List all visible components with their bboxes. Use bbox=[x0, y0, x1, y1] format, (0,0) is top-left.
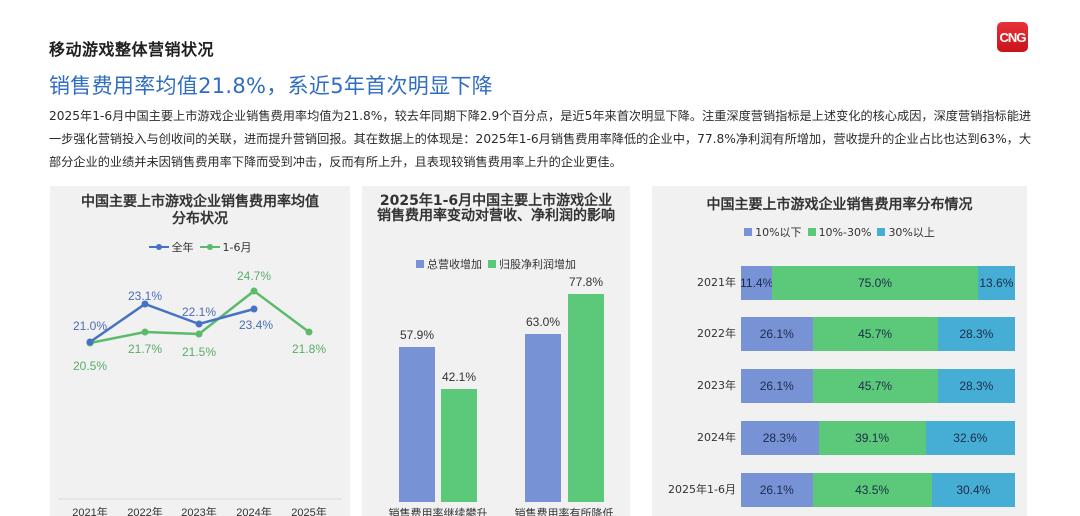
stacked-bar-chart-panel: 中国主要上市游戏企业销售费用率分布情况 10%以下 10%-30% 30%以上 … bbox=[652, 186, 1027, 516]
legend-label: 30%以上 bbox=[888, 226, 935, 239]
bar-rise-profit bbox=[441, 389, 477, 502]
segment-low: 26.1% bbox=[741, 369, 813, 403]
segment-low: 28.3% bbox=[741, 421, 819, 455]
legend-item-revenue: 总营收增加 bbox=[416, 256, 482, 272]
bar-drop-revenue bbox=[525, 334, 561, 502]
legend-label: 全年 bbox=[171, 241, 194, 254]
bar-label-drop-profit: 77.8% bbox=[569, 275, 603, 289]
segment-high: 28.3% bbox=[937, 317, 1015, 351]
group-label-rise: 销售费用率继续攀升 bbox=[389, 506, 488, 516]
x-label-2022: 2022年 bbox=[127, 505, 162, 516]
stacked-row-2021: 2021年 11.4% 75.0% 13.6% bbox=[652, 266, 1027, 300]
cyan-square-icon bbox=[877, 228, 886, 236]
row-label: 2025年1-6月 bbox=[668, 483, 736, 496]
bar-label-drop-revenue: 63.0% bbox=[526, 315, 560, 329]
segment-high: 28.3% bbox=[937, 369, 1015, 403]
legend-item-h1: 1-6月 bbox=[199, 239, 252, 255]
label-h1-2022: 21.7% bbox=[128, 342, 162, 356]
segment-high: 13.6% bbox=[977, 266, 1015, 300]
blue-square-icon bbox=[416, 260, 424, 268]
label-fy-2021: 21.0% bbox=[73, 319, 107, 333]
legend-item-full-year: 全年 bbox=[148, 239, 194, 255]
segment-mid: 45.7% bbox=[812, 317, 938, 351]
x-label-2023: 2023年 bbox=[181, 505, 216, 516]
segment-low: 11.4% bbox=[740, 266, 773, 300]
green-square-icon bbox=[807, 228, 816, 236]
label-fy-2024: 23.4% bbox=[239, 318, 273, 332]
segment-mid: 39.1% bbox=[818, 421, 926, 455]
green-square-icon bbox=[488, 260, 496, 268]
row-label: 2022年 bbox=[697, 327, 736, 340]
bar-drop-profit bbox=[568, 294, 604, 502]
segment-high: 32.6% bbox=[925, 421, 1015, 455]
bar-label-rise-revenue: 57.9% bbox=[400, 328, 434, 342]
segment-low: 26.1% bbox=[741, 317, 813, 351]
logo-text: CNG bbox=[999, 29, 1027, 45]
segment-mid: 43.5% bbox=[812, 473, 932, 507]
row-label: 2021年 bbox=[697, 276, 736, 289]
row-label: 2023年 bbox=[697, 379, 736, 392]
headline: 销售费用率均值21.8%，系近5年首次明显下降 bbox=[49, 74, 493, 98]
green-line-marker-icon bbox=[199, 244, 220, 250]
stacked-row-2024: 2024年 28.3% 39.1% 32.6% bbox=[652, 421, 1027, 455]
body-paragraph: 2025年1-6月中国主要上市游戏企业销售费用率均值为21.8%，较去年同期下降… bbox=[49, 109, 1032, 169]
stacked-row-2023: 2023年 26.1% 45.7% 28.3% bbox=[652, 369, 1027, 403]
label-h1-2024: 24.7% bbox=[237, 269, 271, 283]
label-h1-2023: 21.5% bbox=[182, 345, 216, 359]
blue-square-icon bbox=[744, 228, 753, 236]
x-label-2025: 2025年 bbox=[291, 505, 326, 516]
legend-label: 1-6月 bbox=[222, 241, 252, 254]
legend-item-profit: 归股净利润增加 bbox=[488, 256, 576, 272]
legend-label: 总营收增加 bbox=[427, 258, 482, 271]
grouped-bar-chart-panel: 2025年1-6月中国主要上市游戏企业销售费用率变动对营收、净利润的影响 总营收… bbox=[362, 186, 630, 516]
segment-mid: 45.7% bbox=[812, 369, 938, 403]
label-fy-2022: 23.1% bbox=[128, 289, 162, 303]
row-label: 2024年 bbox=[697, 431, 736, 444]
x-label-2024: 2024年 bbox=[236, 505, 271, 516]
stacked-row-2022: 2022年 26.1% 45.7% 28.3% bbox=[652, 317, 1027, 351]
x-label-2021: 2021年 bbox=[72, 505, 107, 516]
stacked-chart-legend: 10%以下 10%-30% 30%以上 bbox=[652, 224, 1027, 240]
segment-high: 30.4% bbox=[931, 473, 1015, 507]
legend-item-mid: 10%-30% bbox=[807, 225, 872, 239]
label-fy-2023: 22.1% bbox=[182, 305, 216, 319]
legend-item-low: 10%以下 bbox=[744, 224, 802, 240]
section-title: 移动游戏整体营销状况 bbox=[49, 40, 215, 59]
label-h1-2021: 20.5% bbox=[73, 359, 107, 373]
legend-label: 10%-30% bbox=[818, 225, 872, 239]
bar-chart-plot: 57.9% 42.1% 63.0% 77.8% 销售费用率继续攀升 销售费用率有… bbox=[389, 275, 614, 516]
bar-chart-legend: 总营收增加 归股净利润增加 bbox=[362, 256, 630, 272]
label-h1-2025: 21.8% bbox=[292, 342, 326, 356]
segment-mid: 75.0% bbox=[772, 266, 978, 300]
group-label-drop: 销售费用率有所降低 bbox=[515, 506, 614, 516]
line-chart-title: 中国主要上市游戏企业销售费用率均值分布状况 bbox=[81, 194, 319, 227]
legend-label: 10%以下 bbox=[755, 226, 802, 239]
line-chart-plot: 21.0% 23.1% 22.1% 23.4% 20.5% 21.7% 21.5… bbox=[58, 269, 342, 516]
bar-rise-revenue bbox=[399, 347, 435, 502]
segment-low: 26.1% bbox=[741, 473, 813, 507]
bar-label-rise-profit: 42.1% bbox=[442, 370, 476, 384]
legend-label: 归股净利润增加 bbox=[499, 258, 576, 271]
bar-chart-title: 2025年1-6月中国主要上市游戏企业销售费用率变动对营收、净利润的影响 bbox=[377, 193, 615, 224]
line-chart-panel: 中国主要上市游戏企业销售费用率均值分布状况 全年 1-6月 21.0% 23.1… bbox=[50, 186, 350, 516]
cng-logo: CNG bbox=[997, 22, 1028, 52]
stacked-row-2025h1: 2025年1-6月 26.1% 43.5% 30.4% bbox=[652, 473, 1027, 507]
line-chart-legend: 全年 1-6月 bbox=[50, 239, 350, 255]
blue-line-marker-icon bbox=[148, 244, 169, 250]
legend-item-high: 30%以上 bbox=[877, 224, 935, 240]
stacked-chart-title: 中国主要上市游戏企业销售费用率分布情况 bbox=[706, 197, 973, 213]
